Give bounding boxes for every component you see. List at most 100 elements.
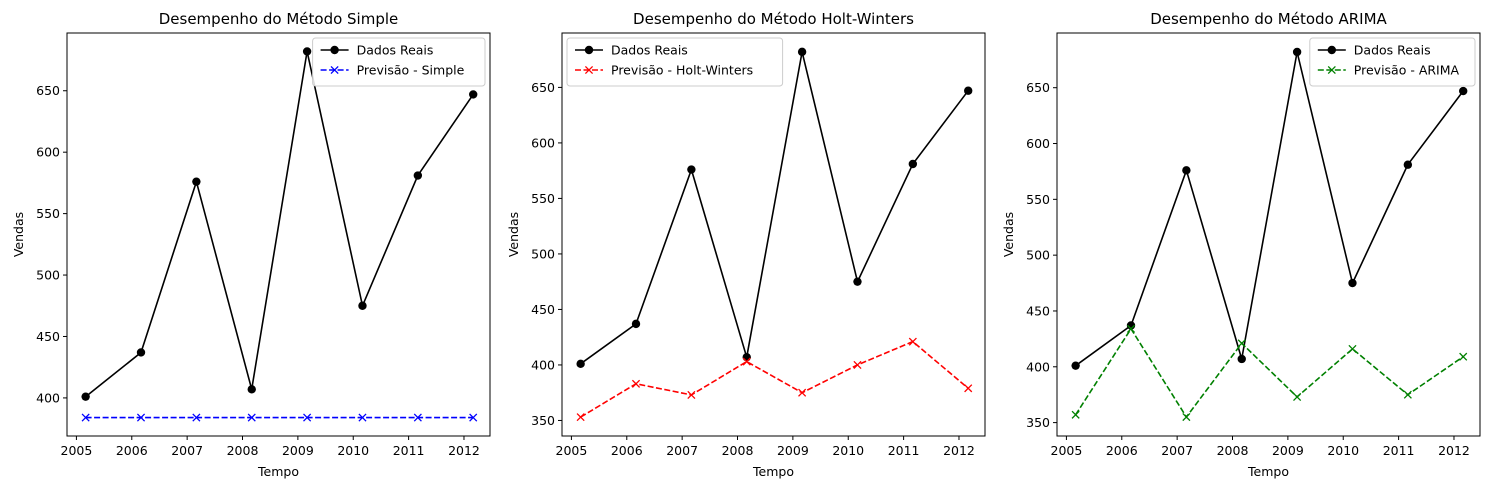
y-tick-label: 450: [531, 302, 555, 317]
series-1: [576, 47, 973, 369]
series-line: [580, 51, 969, 365]
x-tick-label: 2010: [337, 443, 369, 458]
y-tick-label: 350: [1026, 415, 1050, 430]
data-point: [1403, 160, 1413, 169]
data-point: [576, 413, 585, 422]
y-tick-label: 600: [531, 135, 555, 150]
legend-box: [1309, 37, 1476, 87]
data-point: [964, 86, 973, 95]
axes-frame: [1056, 32, 1481, 437]
data-point: [358, 301, 367, 310]
x-tick-label: 2010: [1327, 443, 1359, 458]
legend-label: Previsão - Simple: [357, 63, 465, 78]
x-tick-label: 2006: [116, 443, 148, 458]
data-point: [303, 413, 312, 422]
y-tick-label: 650: [36, 83, 60, 98]
y-tick-label: 450: [1026, 303, 1050, 318]
series-1: [81, 47, 478, 401]
x-tick-label: 2012: [943, 443, 975, 458]
y-tick-label: 550: [531, 191, 555, 206]
data-point: [576, 359, 585, 369]
data-point: [413, 413, 422, 422]
data-point: [631, 319, 641, 329]
legend-label: Previsão - ARIMA: [1354, 63, 1460, 78]
y-tick-label: 400: [1026, 359, 1050, 374]
data-point: [1459, 352, 1468, 361]
data-point: [1071, 410, 1080, 419]
data-point: [469, 90, 478, 99]
data-point: [1182, 412, 1191, 422]
axes-frame: [561, 32, 986, 437]
data-point: [742, 357, 751, 366]
legend-marker: [330, 45, 339, 55]
data-point: [1182, 166, 1191, 175]
x-tick-label: 2005: [556, 443, 588, 458]
data-point: [81, 413, 90, 422]
y-tick-label: 650: [1026, 80, 1050, 95]
y-tick-label: 350: [531, 413, 555, 428]
series-line: [85, 51, 474, 398]
data-point: [742, 352, 751, 362]
data-point: [247, 385, 256, 394]
data-point: [1459, 86, 1468, 96]
series-2: [81, 413, 478, 422]
series-2: [576, 337, 973, 422]
legend-marker: [584, 45, 594, 55]
data-point: [1348, 344, 1357, 353]
data-point: [136, 348, 146, 357]
x-tick-label: 2009: [1272, 443, 1304, 458]
x-tick-label: 2008: [722, 443, 754, 458]
x-tick-label: 2011: [393, 443, 425, 458]
x-tick-label: 2012: [448, 443, 480, 458]
legend-box: [312, 37, 486, 87]
y-tick-label: 400: [531, 357, 555, 372]
x-tick-label: 2012: [1438, 443, 1470, 458]
legend-label: Dados Reais: [1354, 43, 1431, 58]
data-point: [853, 277, 862, 286]
data-point: [908, 337, 917, 346]
legend-marker: [330, 65, 339, 75]
data-point: [1237, 354, 1246, 364]
series-line: [580, 340, 969, 418]
x-axis-label: Tempo: [257, 464, 299, 479]
data-point: [1293, 392, 1302, 401]
y-tick-label: 450: [36, 329, 60, 344]
y-tick-label: 600: [1026, 136, 1050, 151]
legend-label: Dados Reais: [357, 43, 434, 58]
data-point: [797, 47, 807, 57]
series-2: [1071, 324, 1468, 422]
data-point: [358, 413, 367, 422]
data-point: [192, 413, 201, 422]
data-point: [192, 177, 201, 186]
x-tick-label: 2007: [171, 443, 203, 458]
y-axis-label: Vendas: [11, 212, 26, 257]
series-1: [1071, 47, 1468, 370]
x-tick-label: 2011: [1383, 443, 1415, 458]
x-tick-label: 2007: [666, 443, 698, 458]
legend-label: Dados Reais: [611, 43, 688, 58]
data-point: [1292, 47, 1302, 57]
x-tick-label: 2005: [61, 443, 93, 458]
legend-box: [566, 37, 784, 87]
chart-panel-1: 400 450 500 550 600 650 2005 2006 2007 2008 2009 20…: [11, 10, 491, 479]
chart-title: Desempenho do Método Simple: [159, 10, 399, 28]
y-axis-label: Vendas: [1001, 212, 1016, 257]
chart-panel-2: 350 400 450 500 550 600 650 2005 2006 2007 2008 200…: [506, 10, 986, 479]
x-tick-label: 2007: [1161, 443, 1193, 458]
data-point: [1071, 361, 1080, 370]
x-tick-label: 2011: [888, 443, 920, 458]
legend: Dados Reais Previsão - Holt-Winters: [566, 37, 784, 87]
legend: Dados Reais Previsão - Simple: [312, 37, 486, 87]
data-point: [798, 388, 807, 397]
chart-title: Desempenho do Método Holt-Winters: [633, 10, 914, 28]
x-tick-label: 2005: [1051, 443, 1083, 458]
y-axis-label: Vendas: [506, 212, 521, 257]
data-point: [1348, 278, 1357, 288]
y-tick-label: 500: [36, 268, 60, 283]
chart-title: Desempenho do Método ARIMA: [1150, 10, 1387, 28]
x-tick-label: 2010: [832, 443, 864, 458]
y-tick-label: 550: [36, 206, 60, 221]
legend-label: Previsão - Holt-Winters: [611, 63, 753, 78]
data-point: [413, 171, 423, 180]
y-tick-label: 500: [531, 246, 555, 261]
